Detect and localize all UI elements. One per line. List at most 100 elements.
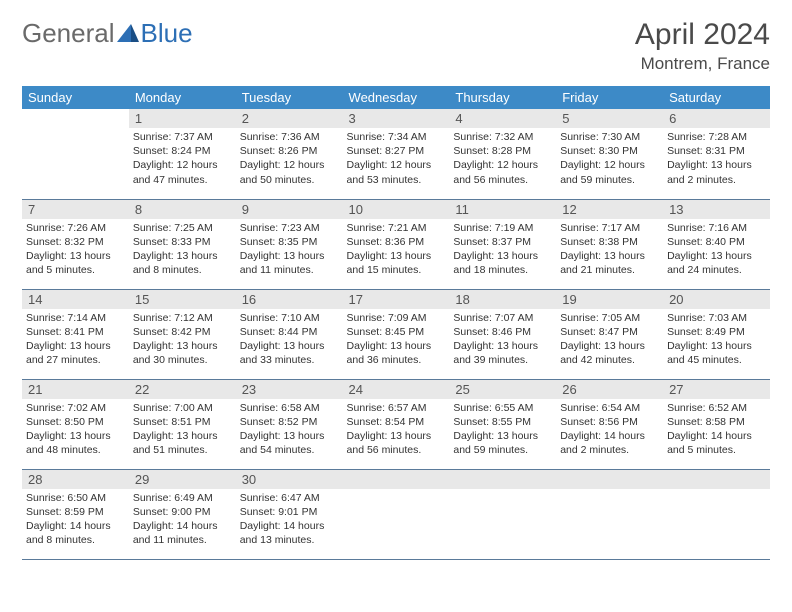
sunrise-line: Sunrise: 6:52 AM	[667, 401, 766, 415]
sunset-line: Sunset: 8:52 PM	[240, 415, 339, 429]
day-number: 17	[343, 290, 450, 309]
logo-text-blue: Blue	[141, 18, 193, 49]
sunset-line: Sunset: 8:24 PM	[133, 144, 232, 158]
calendar-row: 14Sunrise: 7:14 AMSunset: 8:41 PMDayligh…	[22, 289, 770, 379]
sunset-line: Sunset: 8:44 PM	[240, 325, 339, 339]
sunrise-line: Sunrise: 7:03 AM	[667, 311, 766, 325]
day-content: Sunrise: 6:54 AMSunset: 8:56 PMDaylight:…	[556, 399, 663, 464]
calendar-cell: 20Sunrise: 7:03 AMSunset: 8:49 PMDayligh…	[663, 289, 770, 379]
calendar-row: 1Sunrise: 7:37 AMSunset: 8:24 PMDaylight…	[22, 109, 770, 199]
sunrise-line: Sunrise: 7:07 AM	[453, 311, 552, 325]
calendar-cell: 17Sunrise: 7:09 AMSunset: 8:45 PMDayligh…	[343, 289, 450, 379]
calendar-cell: 6Sunrise: 7:28 AMSunset: 8:31 PMDaylight…	[663, 109, 770, 199]
sunrise-line: Sunrise: 7:36 AM	[240, 130, 339, 144]
sunset-line: Sunset: 8:50 PM	[26, 415, 125, 429]
day-content: Sunrise: 7:34 AMSunset: 8:27 PMDaylight:…	[343, 128, 450, 193]
day-content: Sunrise: 7:10 AMSunset: 8:44 PMDaylight:…	[236, 309, 343, 374]
sunset-line: Sunset: 8:55 PM	[453, 415, 552, 429]
day-number: 18	[449, 290, 556, 309]
sunset-line: Sunset: 8:59 PM	[26, 505, 125, 519]
sunset-line: Sunset: 8:26 PM	[240, 144, 339, 158]
day-number: 9	[236, 200, 343, 219]
day-number: 25	[449, 380, 556, 399]
weekday-header-row: Sunday Monday Tuesday Wednesday Thursday…	[22, 86, 770, 109]
sunset-line: Sunset: 8:49 PM	[667, 325, 766, 339]
daylight-line: Daylight: 13 hours and 48 minutes.	[26, 429, 125, 457]
sunset-line: Sunset: 9:00 PM	[133, 505, 232, 519]
title-block: April 2024 Montrem, France	[635, 18, 770, 74]
day-number: 2	[236, 109, 343, 128]
sunset-line: Sunset: 8:41 PM	[26, 325, 125, 339]
sunset-line: Sunset: 8:47 PM	[560, 325, 659, 339]
header: General Blue April 2024 Montrem, France	[22, 18, 770, 74]
sunrise-line: Sunrise: 7:02 AM	[26, 401, 125, 415]
calendar-cell: 10Sunrise: 7:21 AMSunset: 8:36 PMDayligh…	[343, 199, 450, 289]
calendar-cell: 9Sunrise: 7:23 AMSunset: 8:35 PMDaylight…	[236, 199, 343, 289]
daylight-line: Daylight: 13 hours and 21 minutes.	[560, 249, 659, 277]
daylight-line: Daylight: 13 hours and 42 minutes.	[560, 339, 659, 367]
sunset-line: Sunset: 8:42 PM	[133, 325, 232, 339]
daylight-line: Daylight: 13 hours and 51 minutes.	[133, 429, 232, 457]
day-content: Sunrise: 7:19 AMSunset: 8:37 PMDaylight:…	[449, 219, 556, 284]
logo: General Blue	[22, 18, 193, 49]
sunrise-line: Sunrise: 7:26 AM	[26, 221, 125, 235]
day-number: 28	[22, 470, 129, 489]
day-content: Sunrise: 7:16 AMSunset: 8:40 PMDaylight:…	[663, 219, 770, 284]
sunset-line: Sunset: 8:32 PM	[26, 235, 125, 249]
calendar-cell: 3Sunrise: 7:34 AMSunset: 8:27 PMDaylight…	[343, 109, 450, 199]
day-number: 22	[129, 380, 236, 399]
sunset-line: Sunset: 9:01 PM	[240, 505, 339, 519]
calendar-cell: 7Sunrise: 7:26 AMSunset: 8:32 PMDaylight…	[22, 199, 129, 289]
day-number: 3	[343, 109, 450, 128]
day-content: Sunrise: 7:37 AMSunset: 8:24 PMDaylight:…	[129, 128, 236, 193]
daylight-line: Daylight: 14 hours and 11 minutes.	[133, 519, 232, 547]
daylight-line: Daylight: 13 hours and 39 minutes.	[453, 339, 552, 367]
day-content: Sunrise: 7:26 AMSunset: 8:32 PMDaylight:…	[22, 219, 129, 284]
day-number: 13	[663, 200, 770, 219]
calendar-cell: 23Sunrise: 6:58 AMSunset: 8:52 PMDayligh…	[236, 379, 343, 469]
day-content: Sunrise: 6:49 AMSunset: 9:00 PMDaylight:…	[129, 489, 236, 554]
sunset-line: Sunset: 8:36 PM	[347, 235, 446, 249]
calendar-cell: 2 Sunrise: 7:36 AMSunset: 8:26 PMDaylight…	[236, 109, 343, 199]
sunrise-line: Sunrise: 7:30 AM	[560, 130, 659, 144]
daylight-line: Daylight: 13 hours and 2 minutes.	[667, 158, 766, 186]
day-number: 1	[129, 109, 236, 128]
daylight-line: Daylight: 12 hours and 56 minutes.	[453, 158, 552, 186]
day-number-empty	[343, 470, 450, 489]
day-content: Sunrise: 7:14 AMSunset: 8:41 PMDaylight:…	[22, 309, 129, 374]
day-content: Sunrise: 7:21 AMSunset: 8:36 PMDaylight:…	[343, 219, 450, 284]
daylight-line: Daylight: 14 hours and 2 minutes.	[560, 429, 659, 457]
logo-text-general: General	[22, 18, 115, 49]
daylight-line: Daylight: 13 hours and 18 minutes.	[453, 249, 552, 277]
sunset-line: Sunset: 8:38 PM	[560, 235, 659, 249]
sunrise-line: Sunrise: 7:09 AM	[347, 311, 446, 325]
day-number: 24	[343, 380, 450, 399]
day-number: 10	[343, 200, 450, 219]
sunset-line: Sunset: 8:45 PM	[347, 325, 446, 339]
daylight-line: Daylight: 13 hours and 5 minutes.	[26, 249, 125, 277]
daylight-line: Daylight: 12 hours and 53 minutes.	[347, 158, 446, 186]
day-content: Sunrise: 7:25 AMSunset: 8:33 PMDaylight:…	[129, 219, 236, 284]
sunset-line: Sunset: 8:33 PM	[133, 235, 232, 249]
sunrise-line: Sunrise: 7:16 AM	[667, 221, 766, 235]
daylight-line: Daylight: 13 hours and 56 minutes.	[347, 429, 446, 457]
day-content: Sunrise: 7:30 AMSunset: 8:30 PMDaylight:…	[556, 128, 663, 193]
calendar-table: Sunday Monday Tuesday Wednesday Thursday…	[22, 86, 770, 560]
sunset-line: Sunset: 8:37 PM	[453, 235, 552, 249]
location-label: Montrem, France	[635, 54, 770, 74]
sunrise-line: Sunrise: 7:37 AM	[133, 130, 232, 144]
calendar-row: 21Sunrise: 7:02 AMSunset: 8:50 PMDayligh…	[22, 379, 770, 469]
day-number: 14	[22, 290, 129, 309]
sunrise-line: Sunrise: 6:55 AM	[453, 401, 552, 415]
weekday-header: Friday	[556, 86, 663, 109]
day-content: Sunrise: 7:03 AMSunset: 8:49 PMDaylight:…	[663, 309, 770, 374]
daylight-line: Daylight: 13 hours and 30 minutes.	[133, 339, 232, 367]
sunrise-line: Sunrise: 7:23 AM	[240, 221, 339, 235]
sunrise-line: Sunrise: 6:58 AM	[240, 401, 339, 415]
calendar-cell: 25Sunrise: 6:55 AMSunset: 8:55 PMDayligh…	[449, 379, 556, 469]
sunrise-line: Sunrise: 7:28 AM	[667, 130, 766, 144]
calendar-cell: 11Sunrise: 7:19 AMSunset: 8:37 PMDayligh…	[449, 199, 556, 289]
daylight-line: Daylight: 12 hours and 50 minutes.	[240, 158, 339, 186]
sunrise-line: Sunrise: 6:57 AM	[347, 401, 446, 415]
sunrise-line: Sunrise: 7:25 AM	[133, 221, 232, 235]
